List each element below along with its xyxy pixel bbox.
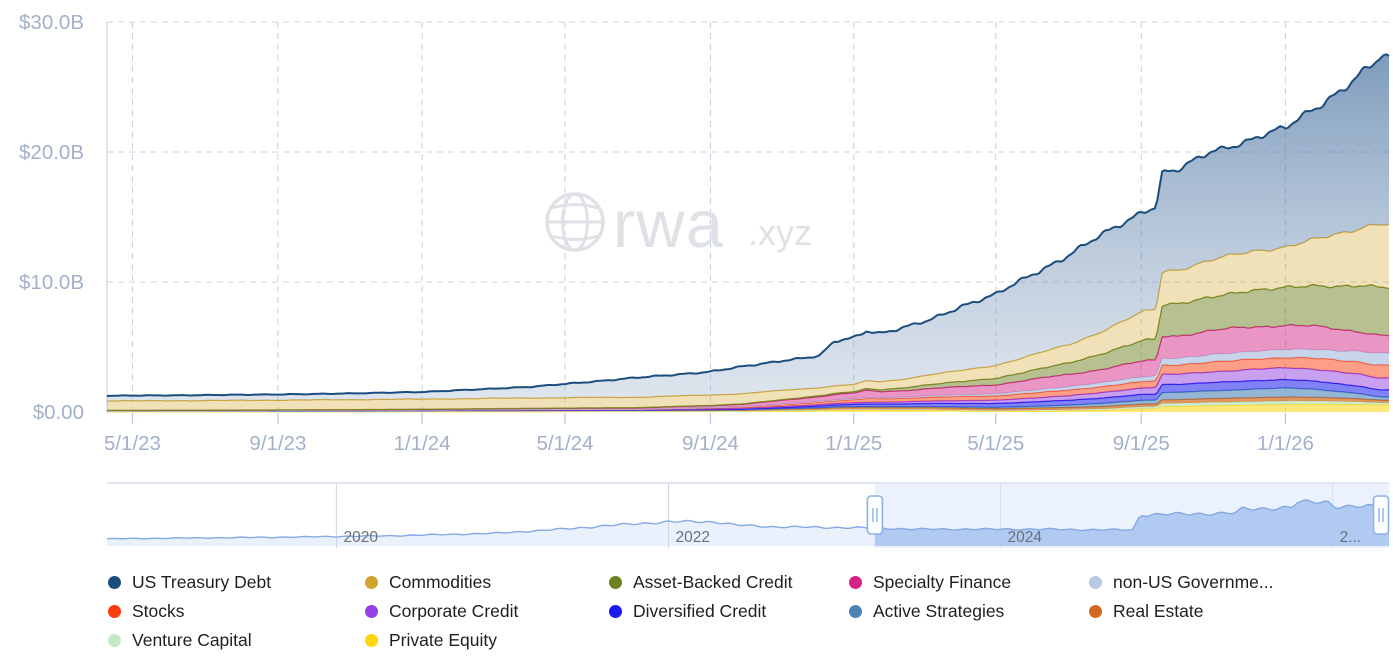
y-tick-label: $10.0B — [19, 271, 84, 294]
stacked-area-chart[interactable]: rwa .xyz $0.00 $10.0B $20.0B $30.0B 5/1/23 9/1/… — [0, 0, 1393, 478]
area-diversified-credit[interactable] — [107, 379, 1389, 411]
line-asset-backed-credit — [107, 283, 1390, 412]
legend-label: Diversified Credit — [633, 600, 767, 621]
x-tick-label: 5/1/25 — [967, 432, 1024, 455]
watermark-text: rwa — [613, 187, 724, 262]
navigator-year-label: 2020 — [343, 529, 378, 546]
legend-label: US Treasury Debt — [132, 571, 272, 592]
navigator-line — [106, 499, 1390, 540]
navigator-left-handle[interactable] — [866, 495, 884, 535]
main-chart[interactable]: rwa .xyz $0.00 $10.0B $20.0B $30.0B 5/1/23 9/1/… — [0, 0, 1393, 478]
legend-bullet-icon — [849, 605, 862, 618]
area-non-us-governme[interactable] — [107, 349, 1389, 411]
legend-item-stocks[interactable]: Stocks — [108, 600, 365, 621]
legend-item-diversified-credit[interactable]: Diversified Credit — [609, 600, 849, 621]
legend-label: Stocks — [132, 600, 185, 621]
x-tick-label: 1/1/26 — [1257, 432, 1314, 455]
y-tick-label: $20.0B — [19, 141, 84, 164]
legend-label: Venture Capital — [132, 629, 252, 650]
x-tick-label: 5/1/24 — [536, 432, 593, 455]
area-series-group[interactable] — [106, 53, 1390, 413]
legend-label: Corporate Credit — [389, 600, 519, 621]
legend-item-private-equity[interactable]: Private Equity — [365, 629, 609, 650]
globe-icon — [545, 192, 605, 252]
legend-label: Active Strategies — [873, 600, 1005, 621]
navigator-year-label: 2024 — [1008, 529, 1043, 546]
legend-bullet-icon — [1089, 605, 1102, 618]
area-specialty-finance[interactable] — [107, 324, 1389, 411]
legend-item-asset-backed-credit[interactable]: Asset-Backed Credit — [609, 571, 849, 592]
legend-item-us-treasury-debt[interactable]: US Treasury Debt — [108, 571, 365, 592]
legend-item-non-us-governme[interactable]: non-US Governme... — [1089, 571, 1388, 592]
legend-bullet-icon — [365, 605, 378, 618]
legend-label: non-US Governme... — [1113, 571, 1274, 592]
legend: US Treasury Debt Commodities Asset-Backed … — [108, 568, 1388, 655]
x-tick-label: 9/1/24 — [682, 432, 739, 455]
area-corporate-credit[interactable] — [107, 367, 1389, 411]
y-tick-label: $30.0B — [19, 11, 84, 34]
legend-item-commodities[interactable]: Commodities — [365, 571, 609, 592]
x-tick-label: 5/1/23 — [104, 432, 161, 455]
area-stocks[interactable] — [107, 357, 1389, 411]
legend-bullet-icon — [108, 576, 121, 589]
legend-item-real-estate[interactable]: Real Estate — [1089, 600, 1388, 621]
x-tick-label: 9/1/25 — [1113, 432, 1170, 455]
x-tick-label: 1/1/25 — [825, 432, 882, 455]
range-navigator[interactable]: 2020 2022 2024 2... — [0, 478, 1393, 554]
legend-bullet-icon — [108, 634, 121, 647]
legend-bullet-icon — [849, 576, 862, 589]
legend-label: Asset-Backed Credit — [633, 571, 793, 592]
x-tick-label: 1/1/24 — [394, 432, 451, 455]
legend-label: Real Estate — [1113, 600, 1204, 621]
legend-label: Commodities — [389, 571, 492, 592]
area-us-treasury-debt[interactable] — [107, 54, 1389, 402]
navigator-year-label: 2022 — [676, 529, 710, 546]
navigator-year-label: 2... — [1340, 529, 1362, 546]
legend-label: Private Equity — [389, 629, 497, 650]
legend-item-active-strategies[interactable]: Active Strategies — [849, 600, 1089, 621]
legend-bullet-icon — [365, 576, 378, 589]
area-asset-backed-credit[interactable] — [107, 284, 1389, 411]
legend-item-specialty-finance[interactable]: Specialty Finance — [849, 571, 1089, 592]
legend-bullet-icon — [1089, 576, 1102, 589]
navigator-minichart[interactable]: 2020 2022 2024 2... — [0, 478, 1393, 554]
legend-bullet-icon — [365, 634, 378, 647]
legend-bullet-icon — [108, 605, 121, 618]
line-us-treasury-debt — [106, 53, 1390, 398]
legend-bullet-icon — [609, 576, 622, 589]
legend-bullet-icon — [609, 605, 622, 618]
legend-item-corporate-credit[interactable]: Corporate Credit — [365, 600, 609, 621]
legend-item-venture-capital[interactable]: Venture Capital — [108, 629, 365, 650]
axis-labels: $0.00 $10.0B $20.0B $30.0B 5/1/23 9/1/23 1/1/2… — [19, 11, 1314, 455]
navigator-right-handle[interactable] — [1372, 495, 1390, 535]
y-tick-label: $0.00 — [33, 401, 84, 424]
rwa-xyz-watermark: rwa .xyz — [545, 187, 812, 262]
legend-label: Specialty Finance — [873, 571, 1012, 592]
watermark-tld: .xyz — [748, 212, 812, 253]
navigator-area-selected — [874, 499, 1389, 546]
area-active-strategies[interactable] — [107, 387, 1389, 411]
x-tick-label: 9/1/23 — [249, 432, 306, 455]
